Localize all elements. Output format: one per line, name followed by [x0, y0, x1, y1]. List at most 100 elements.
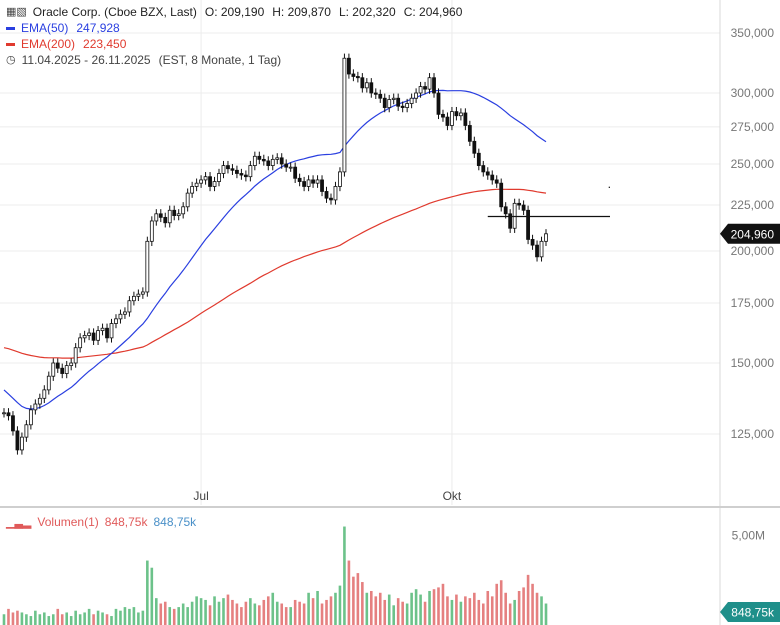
- candle-body: [284, 163, 289, 168]
- ema200-row: EMA(200) 223,450: [6, 36, 470, 52]
- candle-body: [172, 209, 177, 216]
- volume-bar: [56, 608, 60, 625]
- candle-body: [436, 92, 441, 115]
- volume-bar: [508, 603, 512, 625]
- volume-bar: [419, 594, 422, 625]
- volume-bar: [374, 596, 378, 625]
- volume-bar: [159, 603, 163, 625]
- candle-body: [15, 430, 20, 451]
- candle-body: [185, 192, 190, 208]
- candle-body: [140, 291, 145, 295]
- candle-body: [163, 216, 168, 224]
- volume-bar: [119, 610, 122, 625]
- volume-bar: [168, 607, 172, 625]
- volume-bar: [195, 596, 198, 625]
- candle-body: [463, 112, 468, 126]
- volume-value-red: 848,75k: [104, 515, 148, 529]
- y-tick-label: 275,000: [731, 120, 775, 134]
- volume-bar: [347, 560, 351, 625]
- candle-body: [64, 365, 69, 374]
- candle-body: [20, 436, 24, 451]
- candlestick-icon: ▦▧: [6, 6, 27, 18]
- volume-bar: [450, 599, 454, 625]
- candle-body: [535, 244, 539, 258]
- candle-body: [167, 209, 172, 224]
- candle-body: [333, 186, 338, 201]
- volume-bar: [87, 608, 91, 625]
- candle-body: [181, 206, 186, 215]
- volume-bar: [307, 592, 310, 625]
- candle-body: [226, 165, 230, 170]
- volume-bar: [432, 589, 436, 625]
- candle-body: [293, 166, 298, 179]
- candle-body: [82, 335, 87, 339]
- volume-bar: [271, 592, 275, 625]
- y-tick-label: 125,000: [731, 427, 775, 441]
- candle-body: [338, 171, 342, 187]
- volume-bar: [325, 599, 328, 625]
- candle-body: [109, 323, 114, 339]
- volume-bar: [137, 612, 140, 625]
- volume-bar: [464, 596, 467, 625]
- candle-body: [467, 125, 472, 142]
- candle-body: [37, 397, 42, 405]
- candle-body: [73, 347, 78, 364]
- volume-bar: [154, 598, 158, 625]
- candle-body: [212, 181, 217, 187]
- volume-bar: [11, 612, 15, 625]
- y-tick-label: 200,000: [731, 244, 775, 258]
- candle-body: [432, 77, 436, 94]
- volume-bar: [343, 526, 346, 625]
- candle-body: [261, 158, 266, 162]
- volume-bar: [405, 603, 409, 625]
- clock-icon: ◷: [6, 54, 16, 66]
- candle-body: [69, 362, 74, 367]
- candle-body: [400, 105, 405, 108]
- volume-bar: [473, 592, 476, 625]
- candle-body: [190, 186, 195, 194]
- volume-bar: [544, 603, 548, 625]
- y-tick-label: 225,000: [731, 198, 775, 212]
- volume-bar: [240, 607, 243, 625]
- candle-body: [544, 233, 548, 242]
- candle-body: [355, 76, 360, 79]
- volume-bar: [110, 616, 113, 625]
- volume-bar: [51, 614, 55, 625]
- volume-bar: [378, 592, 382, 625]
- candle-body: [445, 116, 450, 126]
- candle-body: [472, 140, 477, 154]
- candle-body: [521, 204, 526, 211]
- y-tick-label: 175,000: [731, 296, 775, 310]
- candle-body: [539, 240, 544, 258]
- volume-bar: [396, 598, 400, 625]
- candle-body: [512, 202, 517, 229]
- candle-body: [118, 313, 123, 320]
- candle-body: [248, 165, 253, 178]
- ema200-line: [3, 188, 547, 359]
- volume-bar: [163, 601, 167, 625]
- volume-bar: [423, 601, 427, 625]
- volume-bar: [65, 612, 69, 625]
- candle-body: [230, 168, 235, 171]
- candle-body: [288, 166, 293, 169]
- candle-body: [382, 97, 387, 108]
- volume-bar: [105, 614, 109, 625]
- x-tick-label: Okt: [443, 489, 462, 503]
- price-badge-label: 204,960: [731, 227, 775, 241]
- candle-body: [158, 213, 163, 218]
- volume-bar: [222, 598, 225, 625]
- candle-body: [2, 412, 6, 415]
- candle-body: [351, 73, 356, 77]
- chart-legend: ▦▧ Oracle Corp. (Cboe BZX, Last) O: 209,…: [6, 4, 470, 68]
- volume-bar: [517, 590, 521, 625]
- volume-bar: [437, 587, 440, 625]
- volume-bar: [92, 614, 95, 625]
- candle-body: [409, 97, 414, 104]
- candle-body: [123, 311, 127, 315]
- volume-bar: [383, 599, 387, 625]
- candle-body: [127, 300, 132, 313]
- volume-bar: [338, 585, 342, 625]
- candle-body: [145, 240, 150, 293]
- volume-bar: [320, 603, 324, 625]
